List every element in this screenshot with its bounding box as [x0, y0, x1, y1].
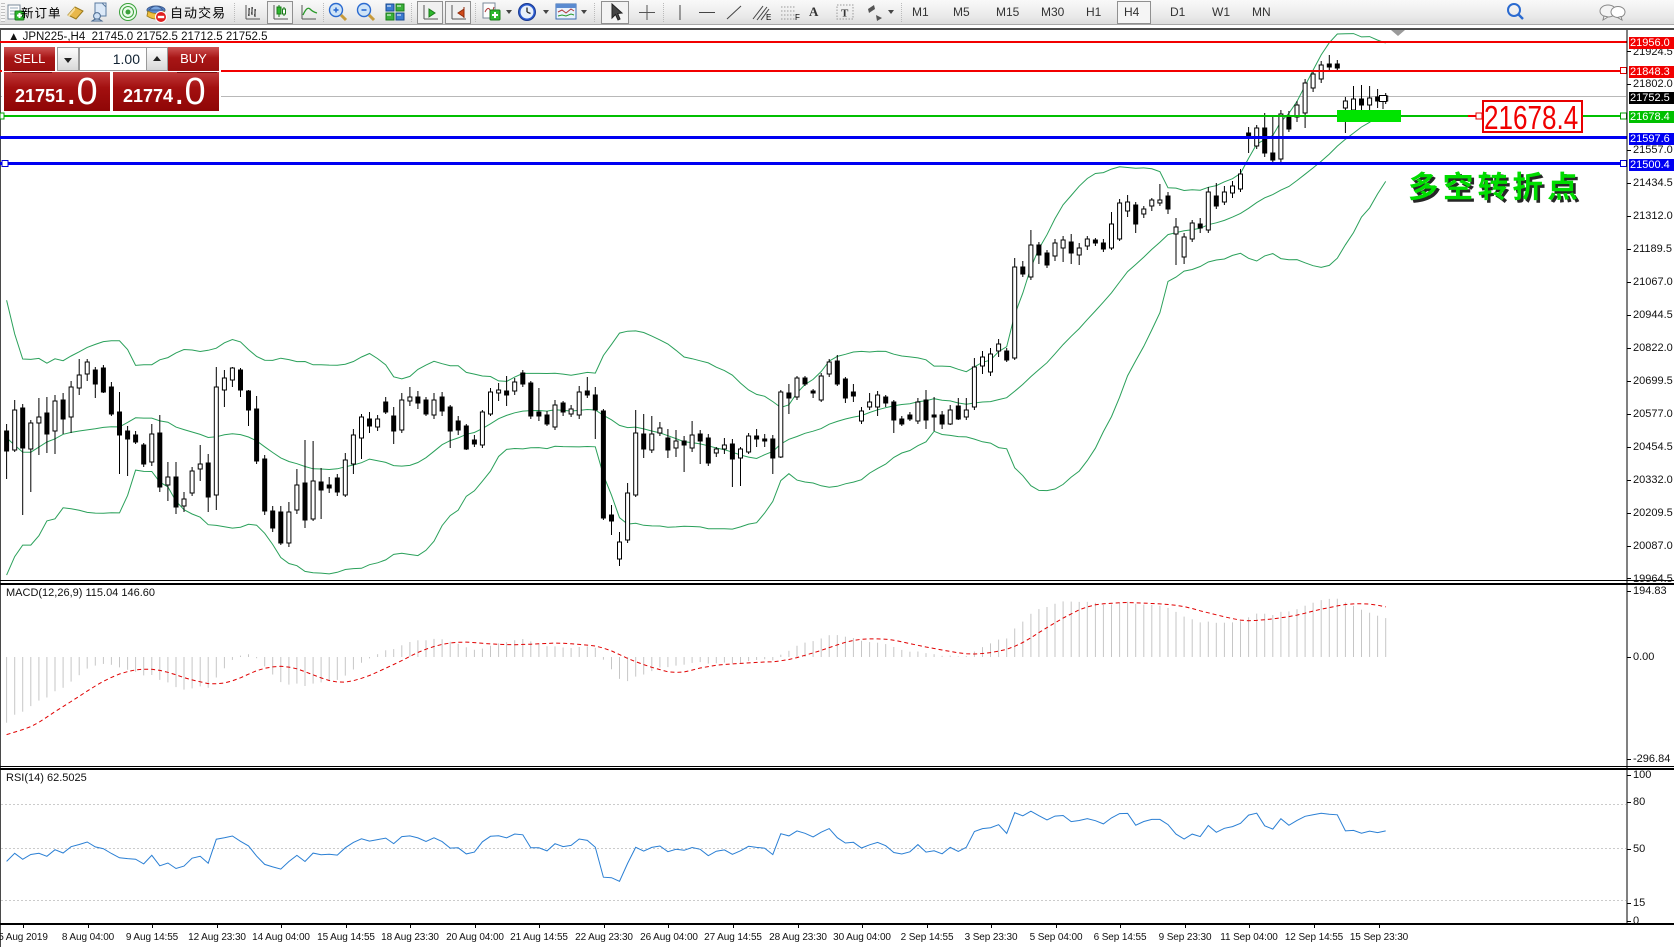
- svg-text:T: T: [841, 8, 849, 20]
- svg-text:E: E: [766, 13, 771, 22]
- svg-text:F: F: [795, 13, 800, 22]
